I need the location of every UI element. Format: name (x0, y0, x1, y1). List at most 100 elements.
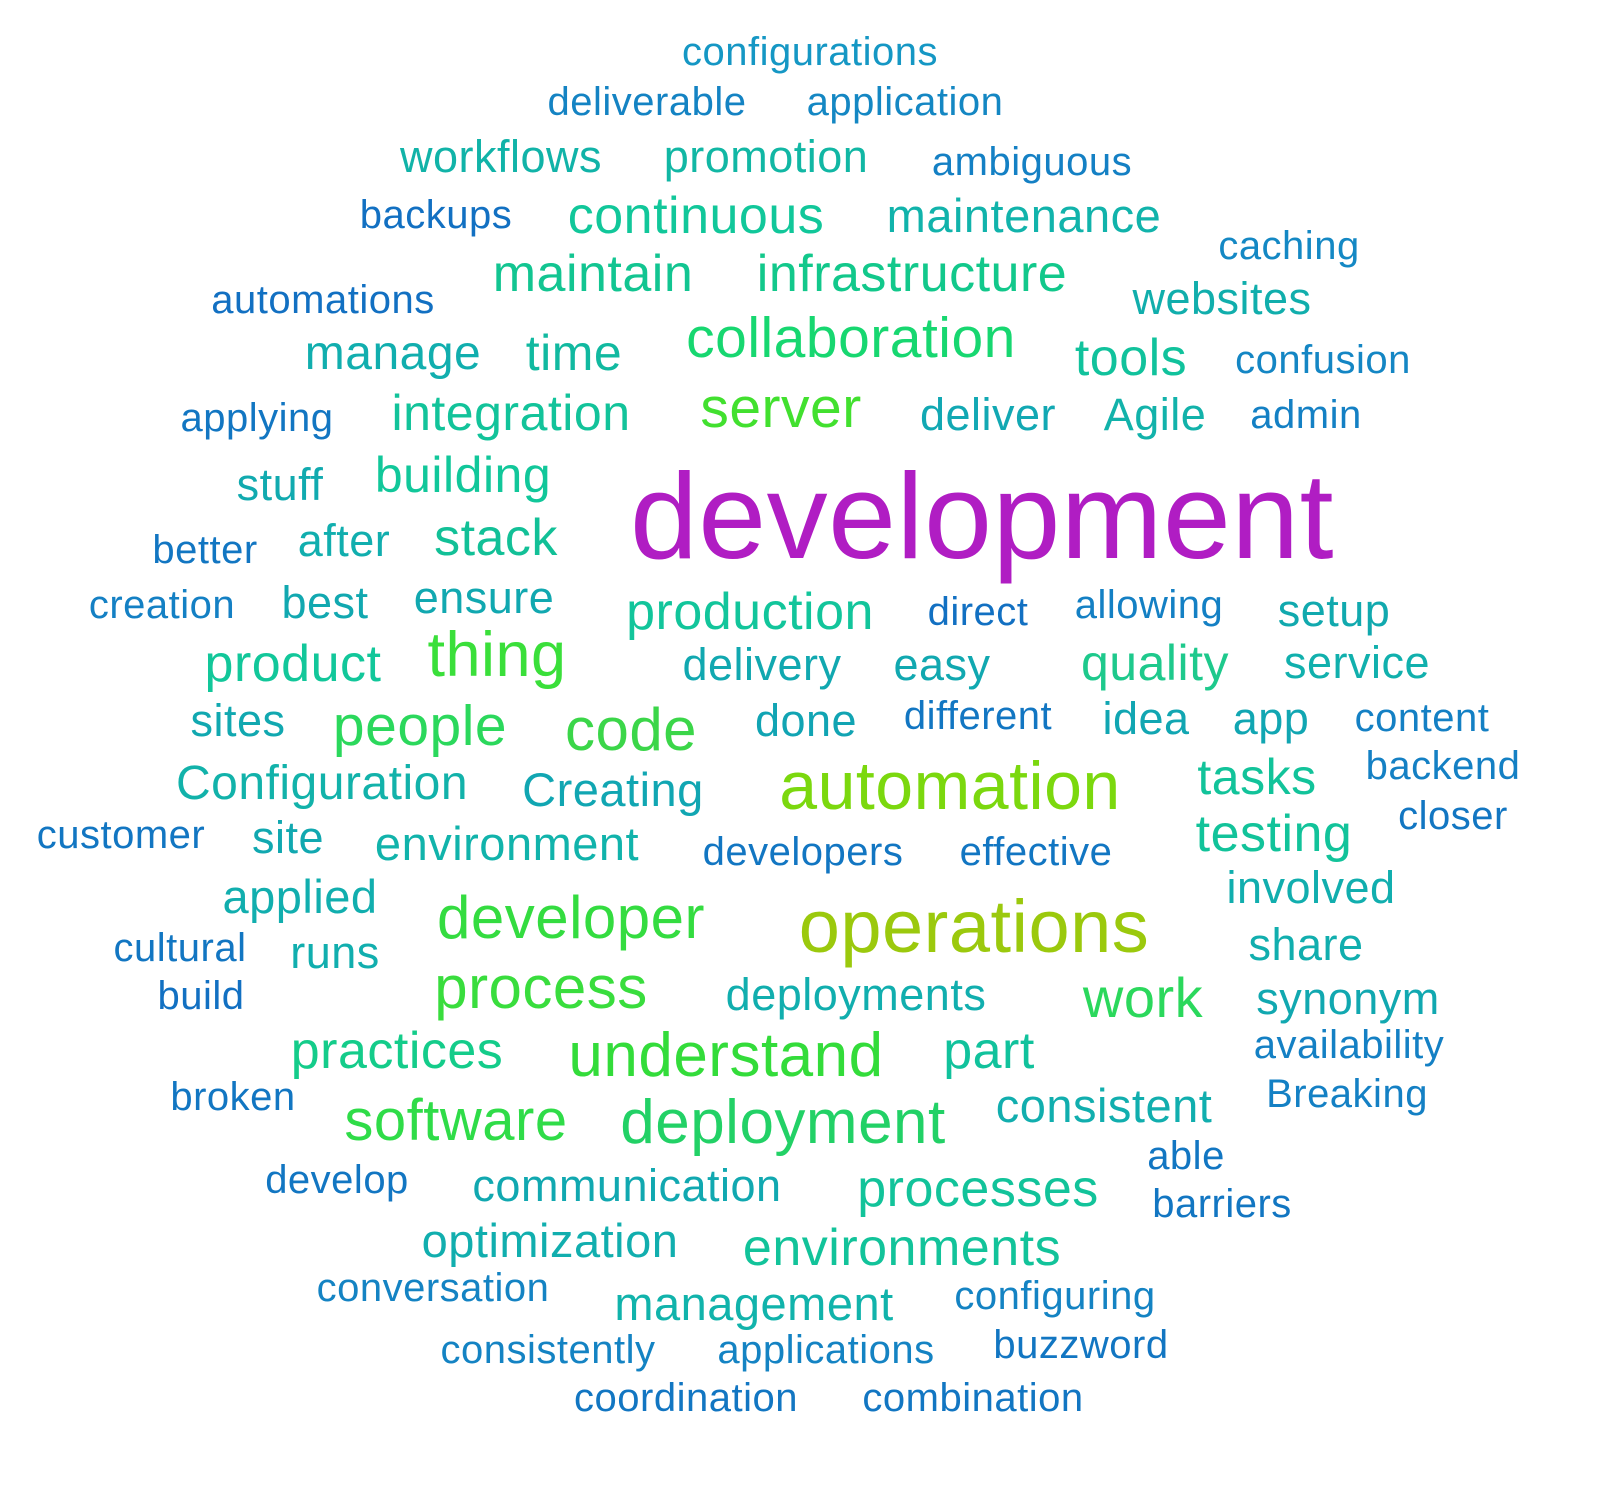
cloud-word: done (754, 695, 858, 746)
cloud-word: testing (1195, 805, 1353, 863)
cloud-word: setup (1277, 585, 1391, 636)
cloud-word: integration (391, 385, 631, 441)
cloud-word: backend (1365, 744, 1521, 788)
cloud-word: thing (427, 620, 567, 690)
cloud-word: easy (893, 639, 991, 690)
cloud-word: deliverable (547, 80, 747, 124)
cloud-word: site (251, 812, 325, 863)
cloud-word: Configuration (175, 757, 469, 810)
cloud-word: code (564, 696, 698, 763)
cloud-word: communication (472, 1160, 782, 1211)
cloud-word: applications (717, 1328, 935, 1372)
cloud-word: practices (290, 1022, 504, 1080)
cloud-word: coordination (574, 1376, 798, 1420)
cloud-word: content (1354, 696, 1490, 740)
cloud-word: stuff (236, 459, 324, 510)
cloud-word: consistently (440, 1328, 656, 1372)
cloud-word: continuous (567, 187, 825, 245)
cloud-word: closer (1398, 794, 1508, 838)
cloud-word: developers (702, 830, 904, 874)
cloud-word: developer (436, 884, 706, 951)
cloud-word: develop (265, 1158, 409, 1202)
cloud-word: effective (959, 830, 1113, 874)
cloud-word: understand (568, 1021, 884, 1090)
cloud-word: delivery (682, 639, 842, 690)
cloud-word: better (152, 528, 258, 572)
cloud-word: direct (927, 590, 1029, 634)
cloud-word: collaboration (686, 306, 1016, 370)
cloud-word: best (281, 577, 369, 628)
cloud-word: management (614, 1277, 894, 1330)
cloud-word: configuring (954, 1274, 1156, 1318)
cloud-word: allowing (1074, 583, 1224, 627)
cloud-word: buzzword (993, 1323, 1169, 1367)
cloud-word: Breaking (1266, 1072, 1428, 1116)
cloud-word: server (700, 376, 862, 440)
cloud-word: deliver (919, 389, 1057, 440)
cloud-word: share (1248, 919, 1364, 970)
cloud-word: tasks (1197, 749, 1317, 805)
cloud-word: environment (374, 817, 640, 870)
cloud-word: promotion (663, 131, 869, 182)
cloud-word: infrastructure (756, 245, 1068, 303)
cloud-word: sites (190, 695, 286, 746)
cloud-word: operations (798, 885, 1150, 968)
cloud-word: building (374, 447, 552, 503)
cloud-word: idea (1102, 693, 1190, 744)
cloud-word: synonym (1256, 973, 1440, 1024)
cloud-word: broken (170, 1075, 296, 1119)
cloud-word: production (626, 583, 874, 641)
cloud-word: manage (304, 327, 482, 380)
cloud-word: cultural (113, 926, 247, 970)
cloud-word: able (1147, 1134, 1225, 1178)
cloud-word: websites (1132, 273, 1312, 324)
cloud-word: ambiguous (931, 140, 1133, 184)
cloud-word: runs (290, 927, 380, 978)
cloud-word: applied (222, 870, 378, 923)
cloud-word: maintain (492, 245, 694, 303)
cloud-word: customer (36, 813, 206, 857)
cloud-word: after (297, 515, 391, 566)
cloud-word: processes (857, 1160, 1099, 1218)
cloud-word: tools (1074, 329, 1188, 387)
cloud-word: Creating (522, 763, 704, 816)
cloud-word: service (1283, 637, 1431, 688)
cloud-word: combination (862, 1376, 1084, 1420)
cloud-word: deployment (620, 1088, 946, 1157)
cloud-word: work (1082, 966, 1204, 1029)
cloud-word: workflows (399, 131, 603, 182)
cloud-word: caching (1218, 224, 1360, 268)
cloud-word: different (903, 694, 1053, 738)
cloud-word: automations (211, 278, 435, 322)
cloud-word: consistent (995, 1079, 1213, 1132)
cloud-word: ensure (413, 572, 555, 623)
cloud-word: app (1232, 693, 1310, 744)
cloud-word: deployments (725, 969, 987, 1020)
cloud-word: applying (180, 396, 334, 440)
cloud-word: Agile (1103, 389, 1207, 440)
cloud-word: creation (88, 583, 236, 627)
cloud-word: automation (779, 748, 1121, 824)
cloud-word: conversation (316, 1266, 550, 1310)
cloud-word: development (629, 448, 1335, 584)
cloud-word: process (434, 954, 648, 1021)
cloud-word: quality (1080, 635, 1230, 691)
cloud-word: build (157, 974, 245, 1018)
cloud-word: backups (359, 193, 513, 237)
cloud-word: product (204, 635, 382, 693)
cloud-word: environments (742, 1219, 1062, 1277)
cloud-word: admin (1250, 393, 1362, 437)
cloud-word: configurations (681, 30, 939, 74)
cloud-word: availability (1253, 1023, 1445, 1067)
cloud-word: application (806, 80, 1004, 124)
cloud-word: barriers (1152, 1182, 1292, 1226)
cloud-word: stack (434, 509, 558, 567)
cloud-word: maintenance (886, 189, 1162, 242)
cloud-word: confusion (1235, 338, 1411, 382)
cloud-word: time (525, 325, 623, 381)
cloud-word: involved (1226, 862, 1396, 913)
cloud-word: software (344, 1088, 568, 1153)
cloud-word: part (943, 1022, 1035, 1080)
cloud-word: optimization (421, 1214, 679, 1267)
